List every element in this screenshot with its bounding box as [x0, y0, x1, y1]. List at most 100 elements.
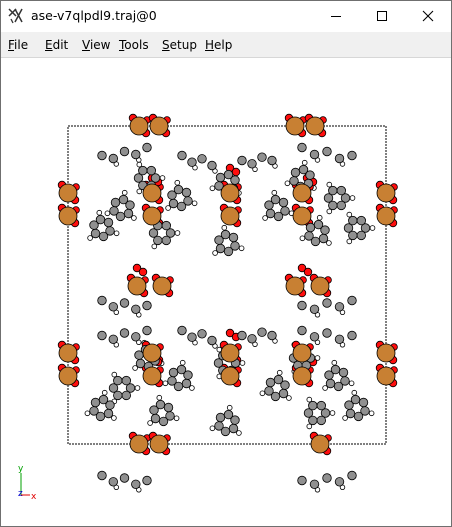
carbon-atom-365 [309, 304, 320, 315]
carbon-atom-389 [237, 155, 247, 166]
menu-setup[interactable]: Setup [162, 38, 197, 52]
copper-atom-429 [142, 343, 162, 363]
copper-atom-428 [220, 366, 240, 386]
carbon-atom-398 [247, 334, 257, 344]
carbon-atom-260 [356, 230, 367, 241]
copper-atom-430 [142, 366, 162, 386]
minimize-button[interactable] [313, 1, 359, 31]
hydrogen-atom-67 [84, 410, 91, 417]
carbon-atom-400 [267, 330, 277, 341]
copper-atom-412 [376, 206, 396, 226]
carbon-atom-372 [131, 332, 141, 342]
carbon-atom-381 [119, 473, 130, 483]
carbon-atom-342 [228, 232, 239, 243]
carbon-atom-404 [207, 335, 217, 346]
carbon-atom-353 [142, 142, 152, 153]
carbon-atom-383 [142, 475, 152, 486]
carbon-atom-276 [183, 370, 193, 380]
carbon-atom-354 [297, 142, 307, 153]
carbon-atom-218 [115, 211, 126, 222]
oxygen-atom-197 [132, 263, 142, 273]
carbon-atom-244 [323, 193, 334, 203]
oxygen-atom-202 [231, 167, 241, 177]
title-bar[interactable]: ase-v7qlpdl9.traj@0 [1, 1, 451, 31]
z-axis-label: z [18, 489, 23, 499]
hydrogen-atom-49 [299, 235, 306, 242]
carbon-atom-355 [309, 149, 320, 160]
carbon-atom-261 [348, 230, 358, 241]
carbon-atom-310 [265, 377, 276, 388]
carbon-atom-328 [215, 172, 226, 183]
maximize-button[interactable] [359, 1, 405, 31]
carbon-atom-251 [270, 194, 281, 205]
hydrogen-atom-65 [156, 394, 163, 401]
carbon-atom-374 [297, 325, 307, 336]
carbon-atom-258 [320, 225, 330, 235]
hydrogen-atom-36 [113, 230, 120, 237]
carbon-atom-232 [89, 220, 99, 230]
hydrogen-atom-31 [104, 210, 111, 217]
hydrogen-atom-76 [259, 390, 266, 397]
hydrogen-atom-38 [96, 209, 103, 216]
carbon-atom-242 [336, 200, 347, 211]
copper-atom-410 [58, 206, 78, 226]
carbon-atom-280 [108, 383, 119, 393]
hydrogen-atom-79 [306, 423, 313, 430]
carbon-atom-329 [223, 169, 234, 180]
carbon-atom-313 [320, 408, 331, 418]
carbon-atom-377 [334, 334, 345, 345]
copper-atom-431 [292, 343, 312, 363]
carbon-atom-311 [273, 374, 284, 385]
carbon-atom-402 [187, 332, 197, 342]
minimize-icon [331, 16, 341, 17]
menu-file[interactable]: File [8, 38, 29, 52]
hydrogen-atom-78 [329, 410, 336, 416]
carbon-atom-357 [334, 153, 345, 164]
carbon-atom-292 [90, 397, 101, 408]
carbon-atom-375 [309, 332, 320, 342]
carbon-atom-208 [133, 173, 144, 183]
oxygen-atom-199 [297, 263, 307, 273]
carbon-atom-233 [95, 214, 106, 225]
hydrogen-atom-75 [286, 395, 292, 401]
carbon-atom-305 [330, 364, 341, 375]
hydrogen-atom-41 [301, 159, 308, 166]
carbon-atom-399 [257, 327, 267, 337]
atoms-canvas[interactable]: y z x [2, 58, 451, 526]
carbon-atom-287 [155, 399, 166, 410]
carbon-atom-363 [142, 300, 152, 311]
carbon-atom-230 [98, 231, 109, 242]
copper-atom-432 [292, 366, 312, 386]
menu-edit[interactable]: Edit [45, 38, 69, 52]
carbon-atom-234 [103, 217, 114, 228]
carbon-atom-282 [121, 375, 132, 386]
carbon-atom-221 [118, 194, 129, 205]
carbon-atom-237 [289, 176, 299, 186]
carbon-atom-315 [308, 415, 318, 426]
close-button[interactable] [405, 1, 451, 31]
copper-atom-416 [310, 276, 330, 296]
carbon-atom-291 [89, 406, 99, 416]
hydrogen-atom-92 [221, 224, 228, 231]
hydrogen-atom-26 [136, 161, 143, 168]
carbon-atom-286 [149, 405, 159, 415]
carbon-atom-226 [148, 228, 159, 238]
carbon-atom-312 [280, 380, 290, 390]
carbon-atom-390 [247, 159, 257, 169]
menu-view[interactable]: View [82, 38, 111, 52]
carbon-atom-238 [290, 167, 301, 178]
copper-atom-433 [129, 434, 149, 454]
carbon-atom-382 [131, 479, 141, 490]
carbon-atom-279 [113, 390, 123, 401]
carbon-atom-344 [220, 426, 231, 437]
carbon-atom-373 [142, 325, 152, 336]
hydrogen-atom-59 [179, 359, 186, 366]
copper-atom-422 [292, 206, 312, 226]
hydrogen-atom-57 [189, 385, 195, 391]
carbon-atom-393 [177, 150, 187, 161]
carbon-atom-245 [328, 185, 338, 196]
menu-tools[interactable]: Tools [119, 38, 149, 52]
carbon-atom-346 [215, 412, 226, 423]
menu-help[interactable]: Help [205, 38, 233, 52]
